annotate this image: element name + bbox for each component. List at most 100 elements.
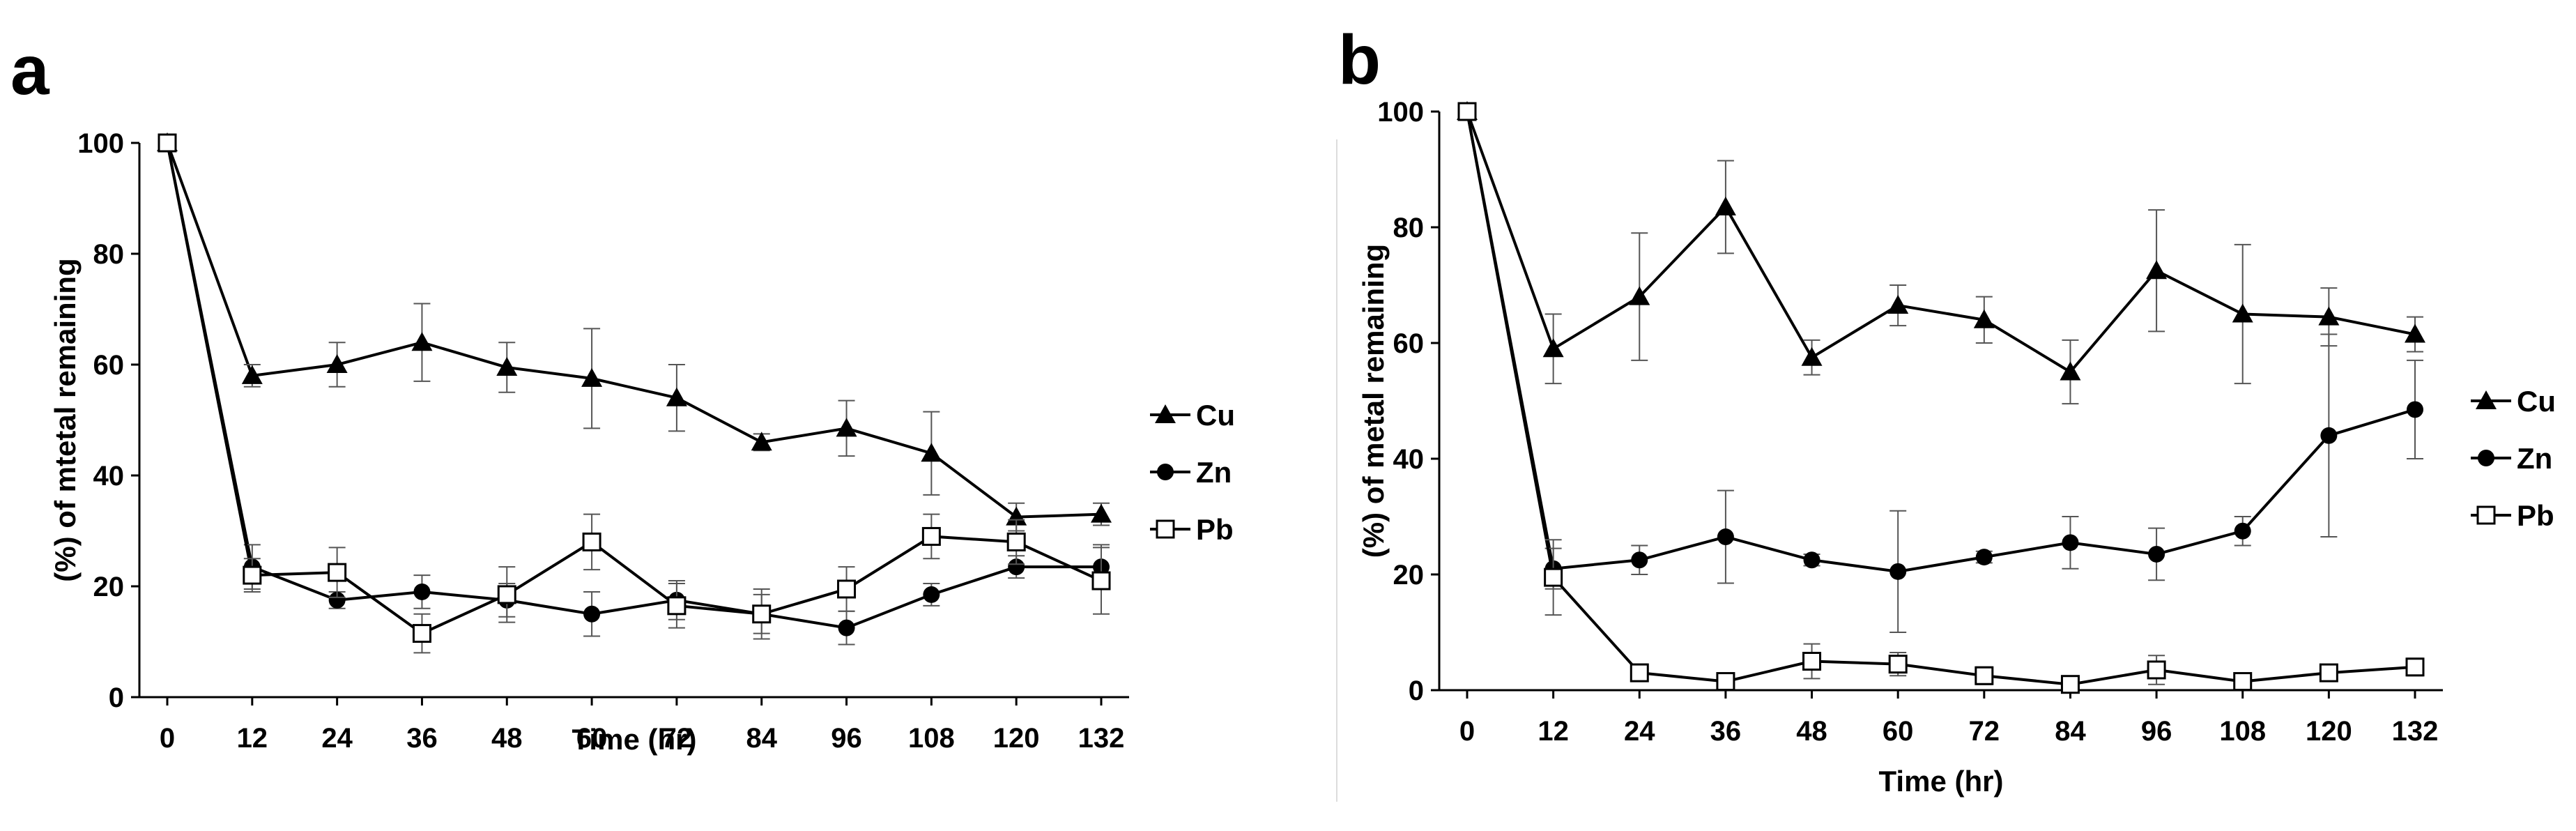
legend-entry-zn: Zn — [1150, 456, 1232, 489]
data-point-pb — [752, 604, 772, 624]
y-axis-title: (%) of mtetal remaining — [49, 258, 82, 581]
y-tick-label: 100 — [77, 128, 124, 159]
x-tick-label: 0 — [1459, 716, 1475, 747]
data-point-pb — [1006, 532, 1026, 551]
legend-label: Pb — [1196, 513, 1234, 546]
data-point-pb — [2147, 660, 2166, 680]
data-point-cu — [326, 354, 348, 373]
y-tick-label: 20 — [93, 572, 125, 602]
data-point-zn — [1631, 551, 1648, 569]
data-point-zn — [2148, 545, 2165, 563]
data-point-zn — [2062, 534, 2079, 551]
series-pb — [1457, 102, 2425, 694]
series-cu — [157, 132, 1112, 532]
data-point-zn — [2407, 401, 2423, 418]
y-tick-label: 40 — [1393, 444, 1425, 475]
x-tick-label: 36 — [406, 723, 438, 754]
x-tick-label: 96 — [2141, 716, 2172, 747]
y-tick-label: 40 — [93, 461, 125, 491]
x-tick-label: 60 — [1883, 716, 1914, 747]
data-point-cu — [1715, 196, 1736, 215]
legend-marker — [1156, 519, 1175, 539]
legend-label: Zn — [2517, 442, 2552, 475]
x-tick-label: 72 — [661, 723, 693, 754]
x-tick-label: 60 — [576, 723, 608, 754]
x-tick-label: 36 — [1710, 716, 1742, 747]
x-tick-label: 12 — [237, 723, 268, 754]
y-tick-label: 0 — [1409, 676, 1424, 706]
y-tick-label: 100 — [1377, 97, 1424, 128]
data-point-pb — [1975, 666, 1994, 685]
legend-entry-cu: Cu — [1150, 399, 1235, 432]
series-line-cu — [1466, 111, 2416, 374]
x-tick-label: 108 — [908, 723, 955, 754]
series-pb — [158, 133, 1111, 654]
data-point-zn — [923, 586, 940, 603]
legend-marker — [2478, 450, 2494, 466]
series-cu — [1457, 101, 2425, 405]
data-point-pb — [1457, 102, 1477, 121]
data-point-pb — [1544, 567, 1563, 587]
data-point-cu — [2232, 303, 2253, 323]
x-tick-label: 24 — [321, 723, 353, 754]
legend-entry-pb: Pb — [2471, 499, 2554, 532]
data-point-zn — [1975, 549, 1993, 566]
data-point-pb — [2060, 675, 2080, 694]
data-point-pb — [1630, 663, 1649, 683]
data-point-cu — [2405, 323, 2425, 343]
data-point-pb — [921, 526, 941, 546]
data-point-pb — [1091, 571, 1111, 590]
legend-entry-cu: Cu — [2471, 385, 2556, 418]
series-line-zn — [1466, 111, 2416, 573]
x-tick-label: 96 — [831, 723, 862, 754]
data-point-zn — [2234, 522, 2251, 540]
x-tick-label: 120 — [993, 723, 1040, 754]
data-point-zn — [838, 619, 855, 636]
x-tick-label: 24 — [1624, 716, 1655, 747]
data-point-cu — [241, 365, 263, 384]
x-tick-label: 108 — [2219, 716, 2266, 747]
data-point-pb — [328, 563, 347, 582]
data-point-cu — [836, 418, 857, 437]
data-point-zn — [2320, 427, 2338, 444]
data-point-cu — [1801, 346, 1823, 366]
legend-label: Cu — [2517, 385, 2556, 418]
data-point-cu — [1091, 503, 1112, 523]
data-point-zn — [1008, 558, 1025, 576]
data-point-pb — [1802, 652, 1822, 671]
data-point-pb — [158, 133, 177, 153]
x-tick-label: 120 — [2306, 716, 2352, 747]
data-point-cu — [2318, 306, 2340, 326]
series-line-zn — [166, 142, 1101, 630]
chart-panel-a: a 0 20 40 60 80 100 0 12 24 36 48 60 72 84 96 108 120 132 T… — [10, 31, 1235, 756]
x-tick-label: 72 — [1969, 716, 2000, 747]
x-tick-label: 0 — [160, 723, 175, 754]
data-point-pb — [837, 579, 857, 599]
x-tick-label: 12 — [1538, 716, 1569, 747]
data-point-pb — [243, 565, 262, 585]
legend-marker — [2476, 505, 2496, 525]
series-zn — [1459, 103, 2423, 633]
series-line-cu — [166, 142, 1102, 519]
data-point-zn — [328, 591, 346, 609]
data-point-pb — [667, 596, 687, 616]
data-point-pb — [2319, 663, 2338, 683]
data-point-cu — [2146, 260, 2168, 280]
series-line-pb — [1466, 111, 2416, 686]
legend-marker — [2476, 390, 2497, 409]
legend-entry-zn: Zn — [2471, 442, 2552, 475]
y-tick-label: 20 — [1393, 560, 1425, 590]
data-point-zn — [1717, 528, 1734, 546]
x-axis-title: Time (hr) — [1879, 765, 2004, 798]
data-point-zn — [1803, 551, 1820, 569]
data-point-zn — [1889, 563, 1907, 580]
data-point-cu — [496, 356, 518, 376]
data-point-cu — [666, 387, 687, 406]
chart-panel-b: b 0 20 40 60 80 100 0 12 24 36 48 60 72 84 96 108 120 132 T… — [1338, 21, 2556, 798]
data-point-cu — [2060, 361, 2081, 381]
data-point-pb — [582, 532, 601, 551]
data-point-pb — [412, 624, 431, 643]
x-tick-label: 84 — [2055, 716, 2086, 747]
panel-letter: a — [10, 31, 50, 109]
y-tick-label: 60 — [93, 350, 125, 381]
